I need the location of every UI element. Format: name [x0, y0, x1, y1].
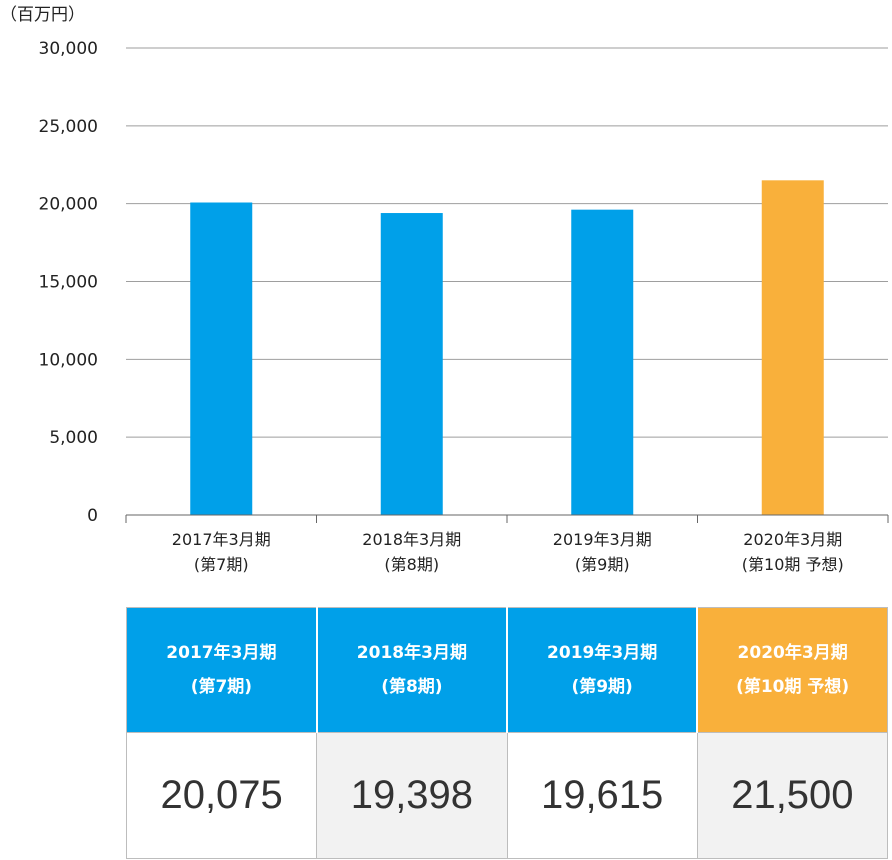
y-axis-tick-labels: 0 5,000 10,000 15,000 20,000 25,000 30,000	[39, 39, 98, 526]
summary-value-2019: 19,615	[506, 732, 698, 859]
summary-header-period: 2018年3月期	[356, 643, 467, 663]
bar	[380, 213, 443, 516]
x-category-sublabel: (第9期)	[575, 555, 630, 574]
summary-header-2020: 2020年3月期 (第10期 予想)	[696, 607, 889, 733]
x-category-label: 2020年3月期	[743, 530, 842, 549]
revenue-bar-chart: （百万円） 0 5,000 10,000 15,000 20,000 25,000 30,0…	[0, 5, 889, 574]
summary-header-period: 2019年3月期	[547, 643, 658, 663]
x-category-label: 2018年3月期	[362, 530, 461, 549]
y-tick-label: 15,000	[39, 273, 98, 293]
x-category-label: 2017年3月期	[172, 530, 271, 549]
y-tick-label: 25,000	[39, 117, 98, 137]
x-category-sublabel: (第8期)	[384, 555, 439, 574]
summary-header-2019: 2019年3月期 (第9期)	[506, 607, 699, 733]
summary-value-row: 20,075 19,398 19,615 21,500	[125, 732, 889, 859]
y-axis-unit-label: （百万円）	[0, 5, 85, 25]
x-category-sublabel: (第10期 予想)	[742, 555, 844, 574]
y-tick-label: 20,000	[39, 195, 98, 215]
x-axis-category-labels: 2017年3月期 (第7期) 2018年3月期 (第8期) 2019年3月期 (第9期) 2…	[172, 530, 844, 574]
summary-header-2017: 2017年3月期 (第7期)	[125, 607, 318, 733]
y-tick-label: 5,000	[49, 428, 98, 448]
x-category-label: 2019年3月期	[553, 530, 652, 549]
summary-value-2017: 20,075	[125, 732, 318, 859]
summary-value-2020: 21,500	[696, 732, 889, 859]
y-tick-label: 0	[87, 506, 98, 526]
summary-header-term: (第9期)	[571, 677, 633, 697]
x-axis	[125, 514, 889, 523]
summary-header-term: (第7期)	[190, 677, 253, 697]
y-tick-label: 30,000	[39, 39, 98, 59]
summary-header-period: 2017年3月期	[166, 643, 277, 663]
x-category-sublabel: (第7期)	[194, 555, 249, 574]
summary-table: 2017年3月期 (第7期) 2018年3月期 (第8期) 2019年3月期 (…	[125, 607, 889, 859]
summary-value-2018: 19,398	[316, 732, 508, 859]
bar	[571, 209, 634, 515]
bar	[190, 202, 253, 516]
bars	[190, 180, 824, 516]
summary-header-2018: 2018年3月期 (第8期)	[316, 607, 509, 733]
y-tick-label: 10,000	[39, 350, 98, 370]
gridlines	[126, 47, 888, 438]
summary-header-row: 2017年3月期 (第7期) 2018年3月期 (第8期) 2019年3月期 (…	[125, 607, 889, 733]
summary-header-term: (第10期 予想)	[736, 677, 850, 697]
summary-header-period: 2020年3月期	[737, 643, 848, 663]
bar	[761, 180, 824, 516]
summary-header-term: (第8期)	[381, 677, 443, 697]
